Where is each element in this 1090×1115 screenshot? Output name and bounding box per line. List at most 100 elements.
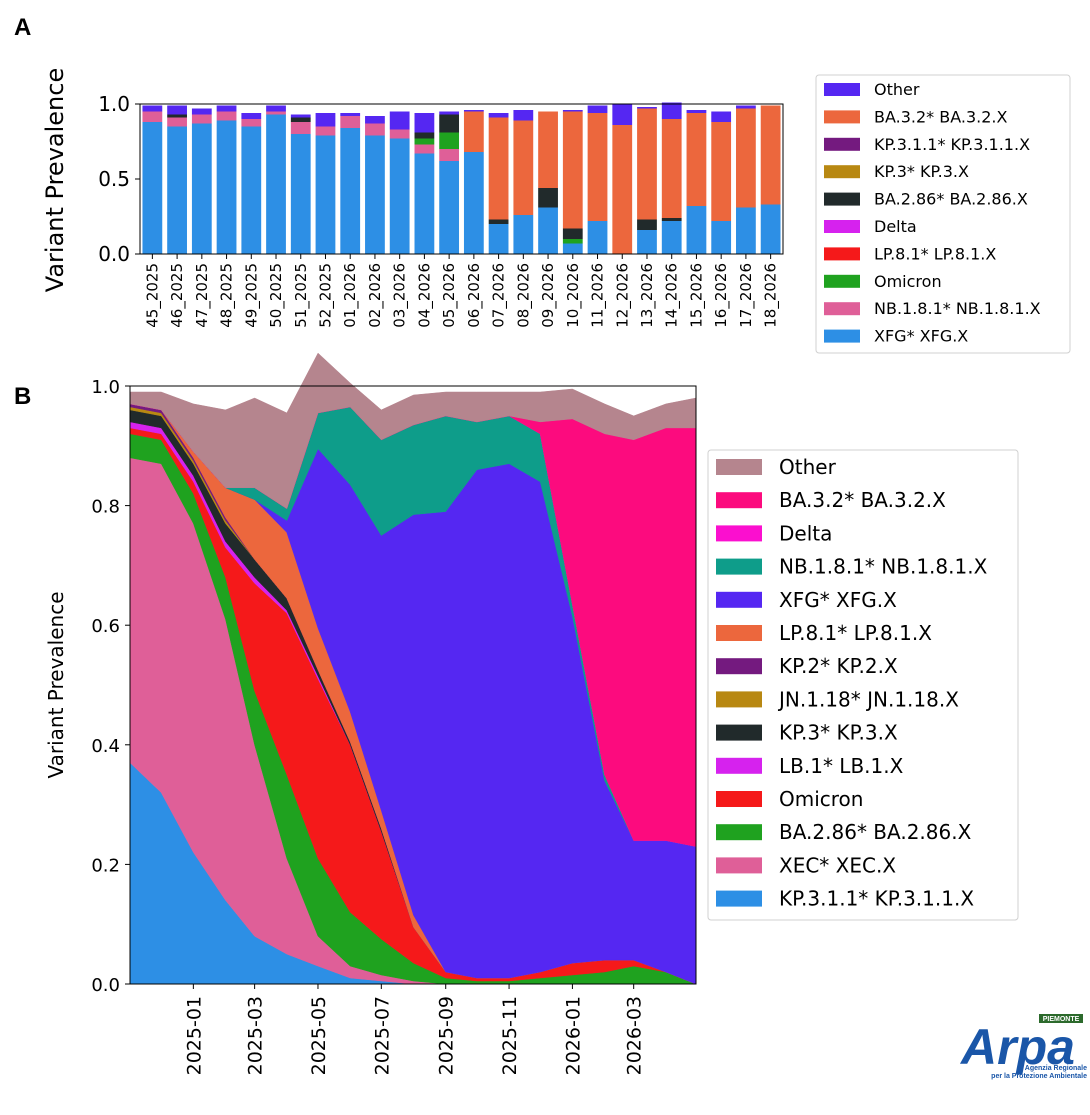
arpa-logo: PIEMONTE Arpa Agenzia Regionale per la P… [959,1014,1087,1080]
area-kp-3-kp-3-x [129,409,697,985]
ytick-label-b: 0.6 [91,616,120,637]
legend-label-ba-2-86-ba-2-86-x: BA.2.86* BA.2.86.X [874,190,1028,209]
xtick-label-a: 48_2025 [218,263,237,328]
legend-swatch-nb-1-8-1-nb-1-8-1-x [716,558,762,575]
bar-other-46_2025 [167,105,187,115]
legend-label-delta: Delta [874,217,917,236]
bar-ba-2-86-ba-2-86-x-51_2025 [290,117,311,122]
bar-ba-3-2-ba-3-2-x-06_2026 [463,111,484,152]
area-ba-2-86-ba-2-86-x [129,433,697,985]
bars-a [142,102,781,254]
xtick-label-b: 2025-05 [308,996,330,1075]
legend-frame-b [707,449,1019,921]
bar-xfg-xfg-x-52_2025 [315,135,336,254]
bar-other-15_2026 [686,110,707,113]
area-lb-1-lb-1-x [129,421,697,985]
legend-label-omicron: Omicron [874,272,942,291]
xtick-label-a: 18_2026 [762,263,781,328]
bar-other-06_2026 [463,110,484,112]
legend-label-kp-3-1-1-kp-3-1-1-x: KP.3.1.1* KP.3.1.1.X [779,887,974,911]
xtick-label-b: 2025-07 [371,996,393,1075]
legend-label-kp-3-kp-3-x: KP.3* KP.3.X [874,162,969,181]
area-kp-3-1-1-kp-3-1-1-x [129,762,696,985]
bar-other-03_2026 [389,111,410,130]
logo-brand: Arpa [959,1019,1075,1075]
bar-other-16_2026 [711,111,732,122]
bar-other-47_2025 [191,108,212,115]
area-other [129,352,697,509]
legend-label-xec-xec-x: XEC* XEC.X [779,853,896,877]
xtick-label-a: 14_2026 [663,263,682,328]
area-jn-1-18-jn-1-18-x [129,406,697,985]
logo-line1: Agenzia Regionale [1025,1065,1087,1072]
bar-xfg-xfg-x-47_2025 [191,123,212,254]
area-ba-3-2-ba-3-2-x [129,403,697,847]
bar-other-49_2025 [241,113,262,119]
bar-nb-1-8-1-nb-1-8-1-x-47_2025 [191,114,212,124]
bar-other-12_2026 [612,104,633,125]
panel-label-b: B [14,383,32,410]
xtick-label-a: 06_2026 [465,263,484,328]
bar-nb-1-8-1-nb-1-8-1-x-02_2026 [365,123,385,136]
xtick-label-a: 05_2026 [440,263,459,328]
bar-other-48_2025 [216,105,237,112]
bar-xfg-xfg-x-06_2026 [463,152,484,254]
bar-xfg-xfg-x-14_2026 [661,221,682,254]
bar-ba-2-86-ba-2-86-x-13_2026 [637,219,657,230]
xtick-label-a: 11_2026 [589,263,608,328]
bar-xfg-xfg-x-01_2026 [340,128,361,254]
bar-xfg-xfg-x-17_2026 [736,207,756,254]
xtick-label-b: 2025-11 [499,996,521,1075]
bar-ba-2-86-ba-2-86-x-09_2026 [538,188,558,208]
legend-a: Other BA.3.2* BA.3.2.X KP.3.1.1* KP.3.1.1.… [815,74,1071,354]
area-omicron [129,427,697,985]
legend-label-jn-1-18-jn-1-18-x: JN.1.18* JN.1.18.X [777,687,959,711]
bar-xfg-xfg-x-11_2026 [587,221,608,254]
bar-other-51_2025 [290,114,311,118]
ytick-label-b: 0.4 [91,736,120,757]
legend-swatch-lb-1-lb-1-x [716,757,762,774]
bar-xfg-xfg-x-46_2025 [167,126,187,254]
bar-xfg-xfg-x-03_2026 [389,138,410,254]
xtick-label-a: 12_2026 [613,263,632,328]
panel-label-a: A [14,14,32,41]
bar-ba-3-2-ba-3-2-x-18_2026 [760,105,781,205]
bar-other-52_2025 [315,113,336,127]
xtick-label-a: 15_2026 [687,263,706,328]
bar-other-04_2026 [414,113,435,133]
legend-frame-a [815,74,1071,354]
xtick-label-a: 10_2026 [564,263,583,328]
bar-xfg-xfg-x-07_2026 [488,224,509,254]
bar-other-13_2026 [637,107,657,109]
xtick-label-a: 08_2026 [514,263,533,328]
legend-swatch-delta [716,525,762,542]
legend-label-xfg-xfg-x: XFG* XFG.X [874,327,968,346]
xtick-label-a: 45_2025 [143,263,162,328]
bar-other-02_2026 [365,116,385,124]
legend-swatch-ba-2-86-ba-2-86-x [824,192,860,206]
bar-omicron-10_2026 [562,239,583,244]
bar-xfg-xfg-x-13_2026 [637,230,657,254]
xtick-label-a: 52_2025 [316,263,335,328]
bar-ba-3-2-ba-3-2-x-11_2026 [587,113,608,221]
legend-label-lp-8-1-lp-8-1-x: LP.8.1* LP.8.1.X [874,244,996,263]
bar-ba-3-2-ba-3-2-x-10_2026 [562,111,583,229]
legend-swatch-xfg-xfg-x [716,591,762,608]
xtick-label-a: 07_2026 [490,263,509,328]
bar-omicron-04_2026 [414,138,435,145]
legend-label-kp-2-kp-2-x: KP.2* KP.2.X [779,654,898,678]
ytick-label-a: 0.0 [98,242,130,266]
legend-label-kp-3-kp-3-x: KP.3* KP.3.X [779,721,898,745]
xtick-label-a: 46_2025 [168,263,187,328]
bar-xfg-xfg-x-51_2025 [290,134,311,254]
xtick-label-a: 49_2025 [242,263,261,328]
areas-b [129,352,697,985]
legend-swatch-other [824,83,860,96]
bar-other-11_2026 [587,105,608,113]
legend-label-kp-3-1-1-kp-3-1-1-x: KP.3.1.1* KP.3.1.1.X [874,135,1030,154]
legend-label-xfg-xfg-x: XFG* XFG.X [779,588,897,612]
area-xec-xec-x [129,457,696,985]
xtick-label-a: 50_2025 [267,263,286,328]
bar-xfg-xfg-x-02_2026 [365,135,385,254]
bar-other-05_2026 [439,111,460,115]
